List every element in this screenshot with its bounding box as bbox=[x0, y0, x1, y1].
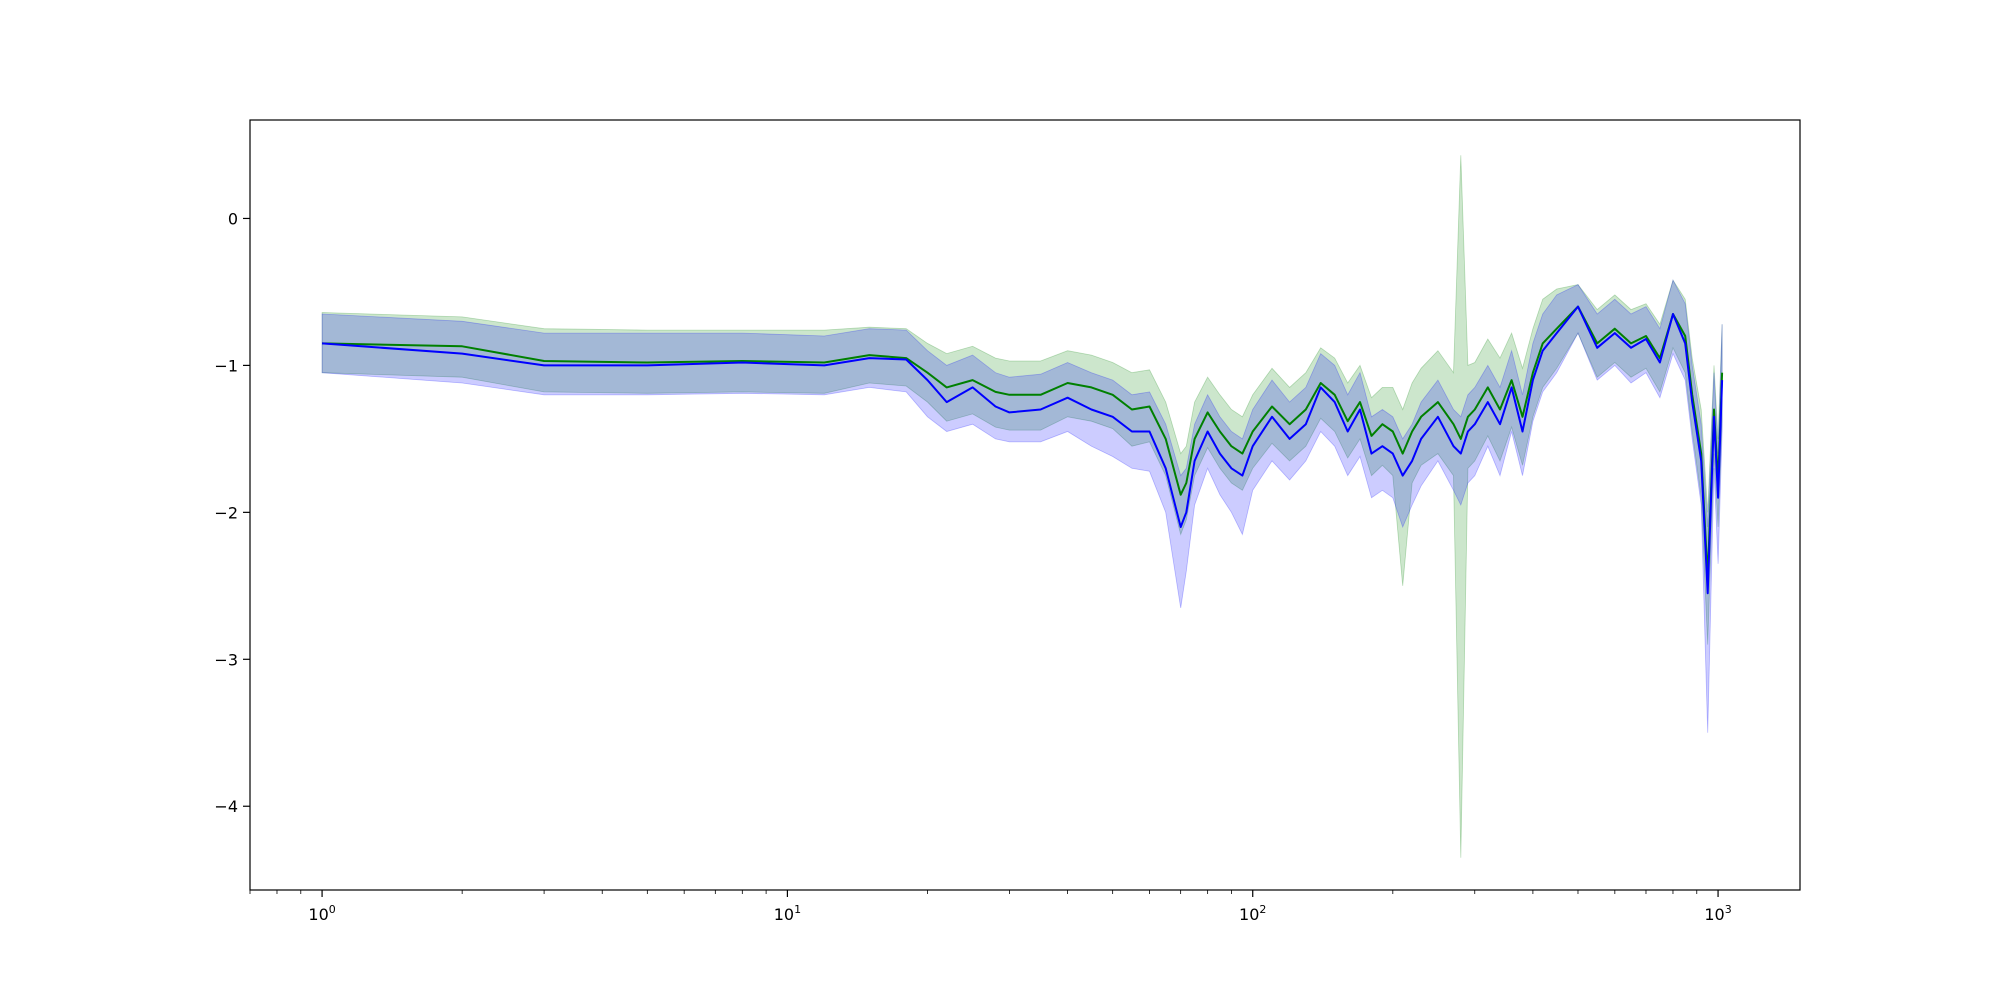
series-2-line bbox=[322, 305, 1724, 595]
series-2-band bbox=[321, 279, 1723, 733]
y-tick-label: −3 bbox=[214, 650, 238, 669]
y-tick-label: 0 bbox=[228, 209, 238, 228]
y-tick-label: −4 bbox=[214, 797, 238, 816]
y-tick-label: −2 bbox=[214, 503, 238, 522]
x-tick-label: 102 bbox=[1239, 903, 1266, 924]
series-1-band bbox=[321, 155, 1723, 858]
y-tick-label: −1 bbox=[214, 356, 238, 375]
confidence-bands bbox=[321, 155, 1723, 858]
x-tick-label: 103 bbox=[1704, 903, 1731, 924]
x-axis: 100 101 102 103 bbox=[249, 890, 1732, 924]
y-axis: 0 −1 −2 −3 −4 bbox=[214, 209, 250, 816]
x-tick-label: 100 bbox=[308, 903, 335, 924]
x-tick-label: 101 bbox=[774, 903, 801, 924]
plot-frame bbox=[249, 119, 1801, 891]
series-lines bbox=[322, 305, 1724, 595]
series-1-line bbox=[322, 305, 1724, 580]
